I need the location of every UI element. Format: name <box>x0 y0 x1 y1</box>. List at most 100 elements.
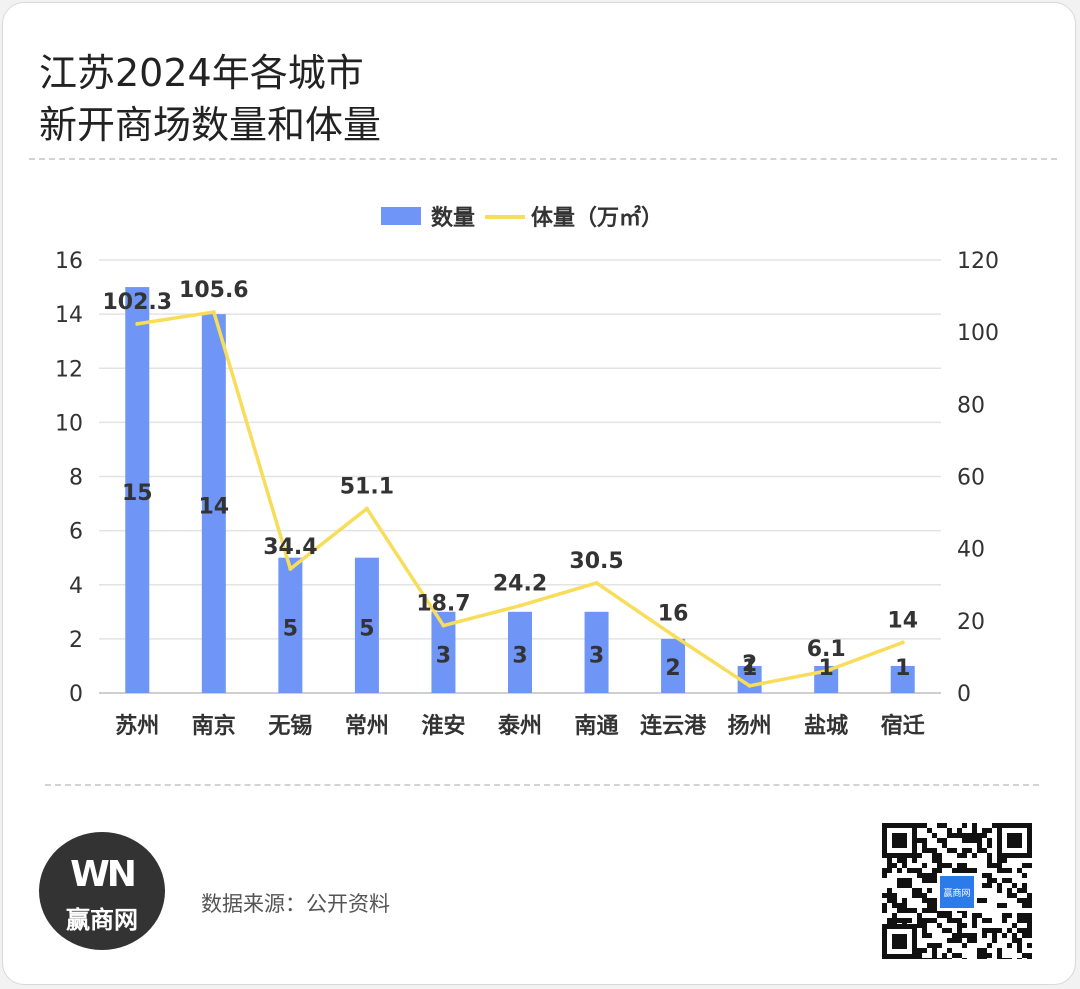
line-value-label: 30.5 <box>569 549 623 574</box>
qr-logo <box>940 876 974 908</box>
qr-module <box>917 918 922 923</box>
qr-module <box>982 933 987 938</box>
qr-module <box>982 918 987 923</box>
qr-module <box>892 863 897 868</box>
qr-module <box>1012 893 1017 898</box>
qr-module <box>927 918 932 923</box>
qr-module <box>922 848 927 853</box>
y-left-tick-label: 6 <box>69 520 83 545</box>
qr-module <box>982 948 987 953</box>
qr-module <box>1007 893 1012 898</box>
qr-module <box>987 838 992 843</box>
qr-module <box>977 833 982 838</box>
qr-module <box>947 948 952 953</box>
bar <box>278 557 303 693</box>
qr-module <box>932 953 937 958</box>
qr-module <box>1022 898 1027 903</box>
qr-module <box>922 948 927 953</box>
y-right-tick-label: 60 <box>957 466 985 491</box>
qr-module <box>992 878 997 883</box>
y-right-tick-label: 100 <box>957 321 999 346</box>
y-left-tick-label: 4 <box>69 574 83 599</box>
qr-module <box>947 828 952 833</box>
qr-module <box>967 938 972 943</box>
line-value-label: 6.1 <box>807 637 846 662</box>
qr-module <box>977 838 982 843</box>
qr-module <box>927 943 932 948</box>
bar-value-label: 15 <box>122 481 153 506</box>
qr-module <box>922 843 927 848</box>
line-value-label: 105.6 <box>179 278 249 303</box>
qr-module <box>922 873 927 878</box>
volume-point <box>594 580 599 585</box>
y-left-tick-label: 8 <box>69 466 83 491</box>
qr-module <box>952 933 957 938</box>
qr-module <box>937 923 942 928</box>
qr-module <box>962 853 967 858</box>
qr-module <box>897 918 902 923</box>
bar-value-label: 1 <box>819 656 834 681</box>
qr-module <box>962 923 967 928</box>
qr-module <box>907 883 912 888</box>
y-right-tick-label: 0 <box>957 682 971 707</box>
qr-module <box>957 868 962 873</box>
x-category-label: 无锡 <box>268 714 312 739</box>
qr-module <box>962 848 967 853</box>
qr-finder-core <box>892 934 907 949</box>
qr-module <box>972 938 977 943</box>
qr-module <box>1017 958 1022 959</box>
qr-module <box>977 948 982 953</box>
volume-point <box>518 603 522 608</box>
x-category-label: 泰州 <box>497 714 542 739</box>
qr-module <box>942 838 947 843</box>
qr-module <box>952 848 957 853</box>
bar-value-label: 14 <box>199 495 230 520</box>
qr-module <box>957 863 962 868</box>
qr-module <box>1017 898 1022 903</box>
qr-module <box>957 923 962 928</box>
qr-module <box>922 933 927 938</box>
qr-module <box>952 868 957 873</box>
volume-point <box>671 633 676 638</box>
qr-module <box>907 908 912 913</box>
qr-module <box>917 923 922 928</box>
line-value-label: 18.7 <box>416 592 470 617</box>
volume-point <box>747 683 752 688</box>
qr-module <box>887 898 892 903</box>
qr-module <box>932 918 937 923</box>
qr-module <box>957 828 962 833</box>
qr-module <box>917 868 922 873</box>
qr-module <box>937 913 942 918</box>
qr-module <box>917 953 922 958</box>
qr-module <box>1007 878 1012 883</box>
qr-module <box>957 918 962 923</box>
x-category-label: 扬州 <box>728 714 772 739</box>
qr-module <box>972 933 977 938</box>
bar <box>354 557 379 693</box>
qr-module <box>887 858 892 863</box>
qr-module <box>962 958 967 959</box>
qr-module <box>947 938 952 943</box>
bar-value-label: 5 <box>283 616 298 641</box>
qr-module <box>962 933 967 938</box>
qr-module <box>1017 948 1022 953</box>
qr-module <box>972 868 977 873</box>
y-left-tick-label: 0 <box>69 682 83 707</box>
qr-module <box>947 918 952 923</box>
qr-code: 赢商网 <box>882 823 1032 959</box>
qr-module <box>972 918 977 923</box>
qr-module <box>987 943 992 948</box>
qr-module <box>932 898 937 903</box>
qr-module <box>917 853 922 858</box>
qr-module <box>1022 873 1027 878</box>
qr-module <box>1002 913 1007 918</box>
y-right-tick-label: 80 <box>957 393 985 418</box>
qr-module <box>937 823 942 828</box>
qr-module <box>932 948 937 953</box>
line-value-label: 34.4 <box>263 535 317 560</box>
x-category-label: 常州 <box>345 713 389 739</box>
qr-module <box>937 858 942 863</box>
qr-module <box>927 958 932 959</box>
qr-module <box>932 873 937 878</box>
qr-module <box>887 888 892 893</box>
